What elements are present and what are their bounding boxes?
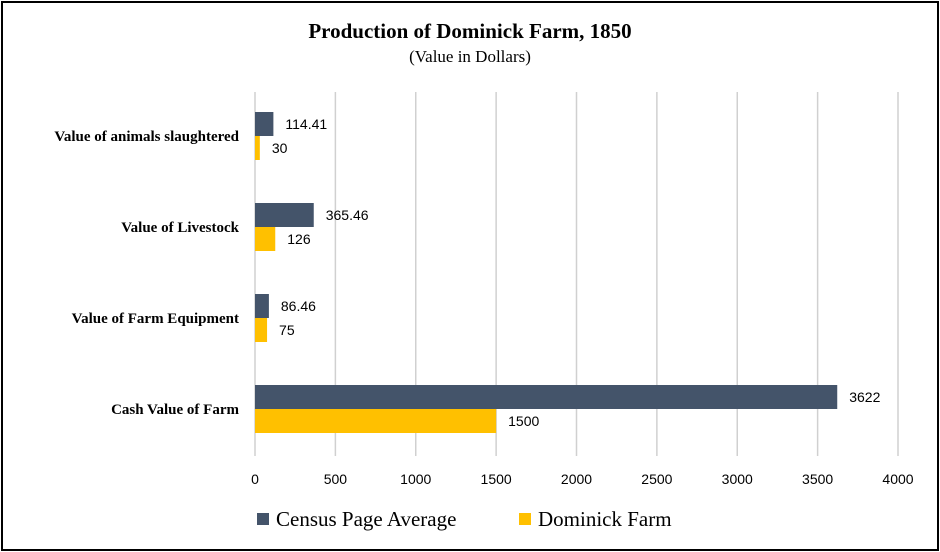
x-tick-label: 2500 (641, 471, 672, 487)
data-label: 30 (272, 140, 288, 156)
data-label: 365.46 (326, 207, 369, 223)
x-tick-labels: 0 500 1000 1500 2000 2500 3000 3500 4000 (251, 471, 914, 487)
bars (255, 112, 838, 433)
x-tick-label: 1500 (481, 471, 512, 487)
x-tick-label: 0 (251, 471, 259, 487)
bar-dominick-farm (255, 409, 497, 433)
category-label: Cash Value of Farm (111, 402, 239, 418)
bar-census-page-average (255, 294, 269, 318)
data-label: 126 (287, 231, 311, 247)
bar-census-page-average (255, 385, 838, 409)
chart-subtitle: (Value in Dollars) (409, 47, 531, 66)
legend-label: Census Page Average (276, 507, 456, 531)
category-labels: Value of animals slaughtered Value of Liv… (54, 129, 239, 418)
x-tick-label: 4000 (882, 471, 913, 487)
data-label: 1500 (508, 413, 539, 429)
x-tick-label: 2000 (561, 471, 592, 487)
legend-swatch (519, 513, 531, 525)
legend-label: Dominick Farm (538, 507, 672, 531)
bar-census-page-average (255, 112, 274, 136)
chart-title: Production of Dominick Farm, 1850 (308, 19, 631, 43)
data-label: 114.41 (285, 116, 327, 132)
data-label: 86.46 (281, 298, 316, 314)
legend-swatch (257, 513, 269, 525)
category-label: Value of Farm Equipment (72, 311, 239, 327)
data-labels: 114.41 30 365.46 126 86.46 75 3622 1500 (272, 116, 881, 429)
data-label: 3622 (849, 389, 880, 405)
x-tick-label: 1000 (400, 471, 431, 487)
category-label: Value of animals slaughtered (54, 129, 239, 145)
x-tick-label: 3500 (802, 471, 833, 487)
x-tick-label: 3000 (722, 471, 753, 487)
bar-dominick-farm (255, 227, 276, 251)
bar-dominick-farm (255, 318, 268, 342)
bar-census-page-average (255, 203, 314, 227)
bar-dominick-farm (255, 136, 260, 160)
category-label: Value of Livestock (121, 220, 239, 236)
data-label: 75 (279, 322, 295, 338)
legend: Census Page Average Dominick Farm (257, 507, 672, 531)
x-tick-label: 500 (324, 471, 348, 487)
